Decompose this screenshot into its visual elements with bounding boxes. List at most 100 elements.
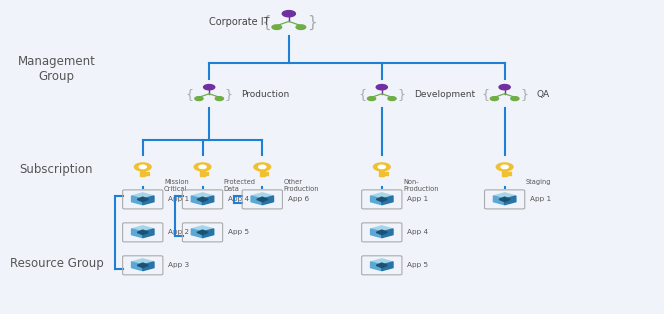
Text: App 4: App 4	[407, 229, 428, 236]
Text: App 4: App 4	[228, 196, 249, 203]
Polygon shape	[131, 193, 154, 199]
Bar	[140, 170, 145, 176]
Text: }: }	[520, 88, 528, 101]
Text: {: {	[186, 88, 194, 101]
Polygon shape	[203, 229, 214, 238]
Polygon shape	[143, 262, 154, 271]
Text: App 1: App 1	[168, 196, 189, 203]
Text: Resource Group: Resource Group	[9, 257, 104, 270]
Circle shape	[511, 97, 519, 100]
Polygon shape	[131, 262, 143, 271]
Text: {: {	[359, 88, 367, 101]
Circle shape	[134, 163, 151, 171]
Polygon shape	[203, 196, 214, 205]
Circle shape	[373, 163, 390, 171]
Circle shape	[499, 84, 510, 90]
Bar	[200, 170, 205, 176]
Polygon shape	[499, 197, 510, 202]
Bar	[260, 170, 265, 176]
Circle shape	[378, 165, 385, 169]
Polygon shape	[371, 193, 393, 199]
Polygon shape	[251, 193, 274, 199]
Bar	[145, 172, 149, 173]
Text: App 6: App 6	[288, 196, 309, 203]
Text: App 5: App 5	[228, 229, 249, 236]
Text: Development: Development	[414, 90, 475, 99]
Text: Subscription: Subscription	[20, 163, 93, 176]
Polygon shape	[143, 229, 154, 238]
Circle shape	[388, 97, 396, 100]
Polygon shape	[251, 196, 262, 205]
Polygon shape	[382, 262, 393, 271]
Circle shape	[199, 165, 206, 169]
Bar	[379, 170, 384, 176]
Polygon shape	[371, 229, 382, 238]
Circle shape	[367, 97, 376, 100]
Polygon shape	[137, 263, 148, 268]
Bar	[205, 172, 208, 173]
Polygon shape	[376, 197, 387, 202]
Text: Corporate IT: Corporate IT	[208, 17, 270, 27]
Polygon shape	[143, 196, 154, 205]
Bar	[265, 174, 268, 175]
Polygon shape	[376, 263, 387, 268]
Polygon shape	[371, 196, 382, 205]
Circle shape	[376, 84, 387, 90]
Polygon shape	[493, 193, 516, 199]
Text: Management
Group: Management Group	[17, 55, 96, 83]
Polygon shape	[131, 196, 143, 205]
Polygon shape	[131, 229, 143, 238]
Text: {: {	[261, 14, 271, 30]
Polygon shape	[371, 262, 382, 271]
Text: {: {	[481, 88, 489, 101]
Polygon shape	[191, 226, 214, 232]
Text: Mission
Critical: Mission Critical	[164, 179, 189, 192]
Polygon shape	[493, 196, 505, 205]
Text: Non-
Production: Non- Production	[403, 179, 438, 192]
Text: Protected
Data: Protected Data	[224, 179, 256, 192]
Bar	[507, 172, 511, 173]
Polygon shape	[382, 196, 393, 205]
Polygon shape	[197, 230, 208, 235]
Polygon shape	[137, 230, 148, 235]
Text: App 3: App 3	[168, 262, 189, 268]
Polygon shape	[382, 229, 393, 238]
Circle shape	[496, 163, 513, 171]
Bar	[507, 174, 511, 175]
Circle shape	[194, 163, 211, 171]
Circle shape	[204, 84, 214, 90]
Polygon shape	[505, 196, 516, 205]
Circle shape	[272, 25, 282, 30]
Circle shape	[501, 165, 508, 169]
Polygon shape	[262, 196, 274, 205]
Polygon shape	[191, 193, 214, 199]
Circle shape	[296, 25, 305, 30]
Bar	[502, 170, 507, 176]
Polygon shape	[371, 226, 393, 232]
Polygon shape	[131, 226, 154, 232]
Text: Other
Production: Other Production	[284, 179, 319, 192]
Polygon shape	[137, 197, 148, 202]
Circle shape	[254, 163, 271, 171]
Circle shape	[195, 97, 203, 100]
Polygon shape	[197, 197, 208, 202]
Text: App 5: App 5	[407, 262, 428, 268]
Polygon shape	[371, 259, 393, 265]
Polygon shape	[191, 229, 203, 238]
Text: }: }	[307, 14, 317, 30]
Circle shape	[259, 165, 266, 169]
Text: }: }	[224, 88, 232, 101]
Bar	[384, 172, 388, 173]
Polygon shape	[257, 197, 268, 202]
Text: Production: Production	[241, 90, 290, 99]
Polygon shape	[131, 259, 154, 265]
Text: }: }	[397, 88, 405, 101]
Text: App 1: App 1	[407, 196, 428, 203]
Circle shape	[139, 165, 146, 169]
Bar	[205, 174, 208, 175]
Circle shape	[490, 97, 499, 100]
Polygon shape	[191, 196, 203, 205]
Text: App 1: App 1	[530, 196, 551, 203]
Text: Staging: Staging	[526, 179, 551, 185]
Polygon shape	[376, 230, 387, 235]
